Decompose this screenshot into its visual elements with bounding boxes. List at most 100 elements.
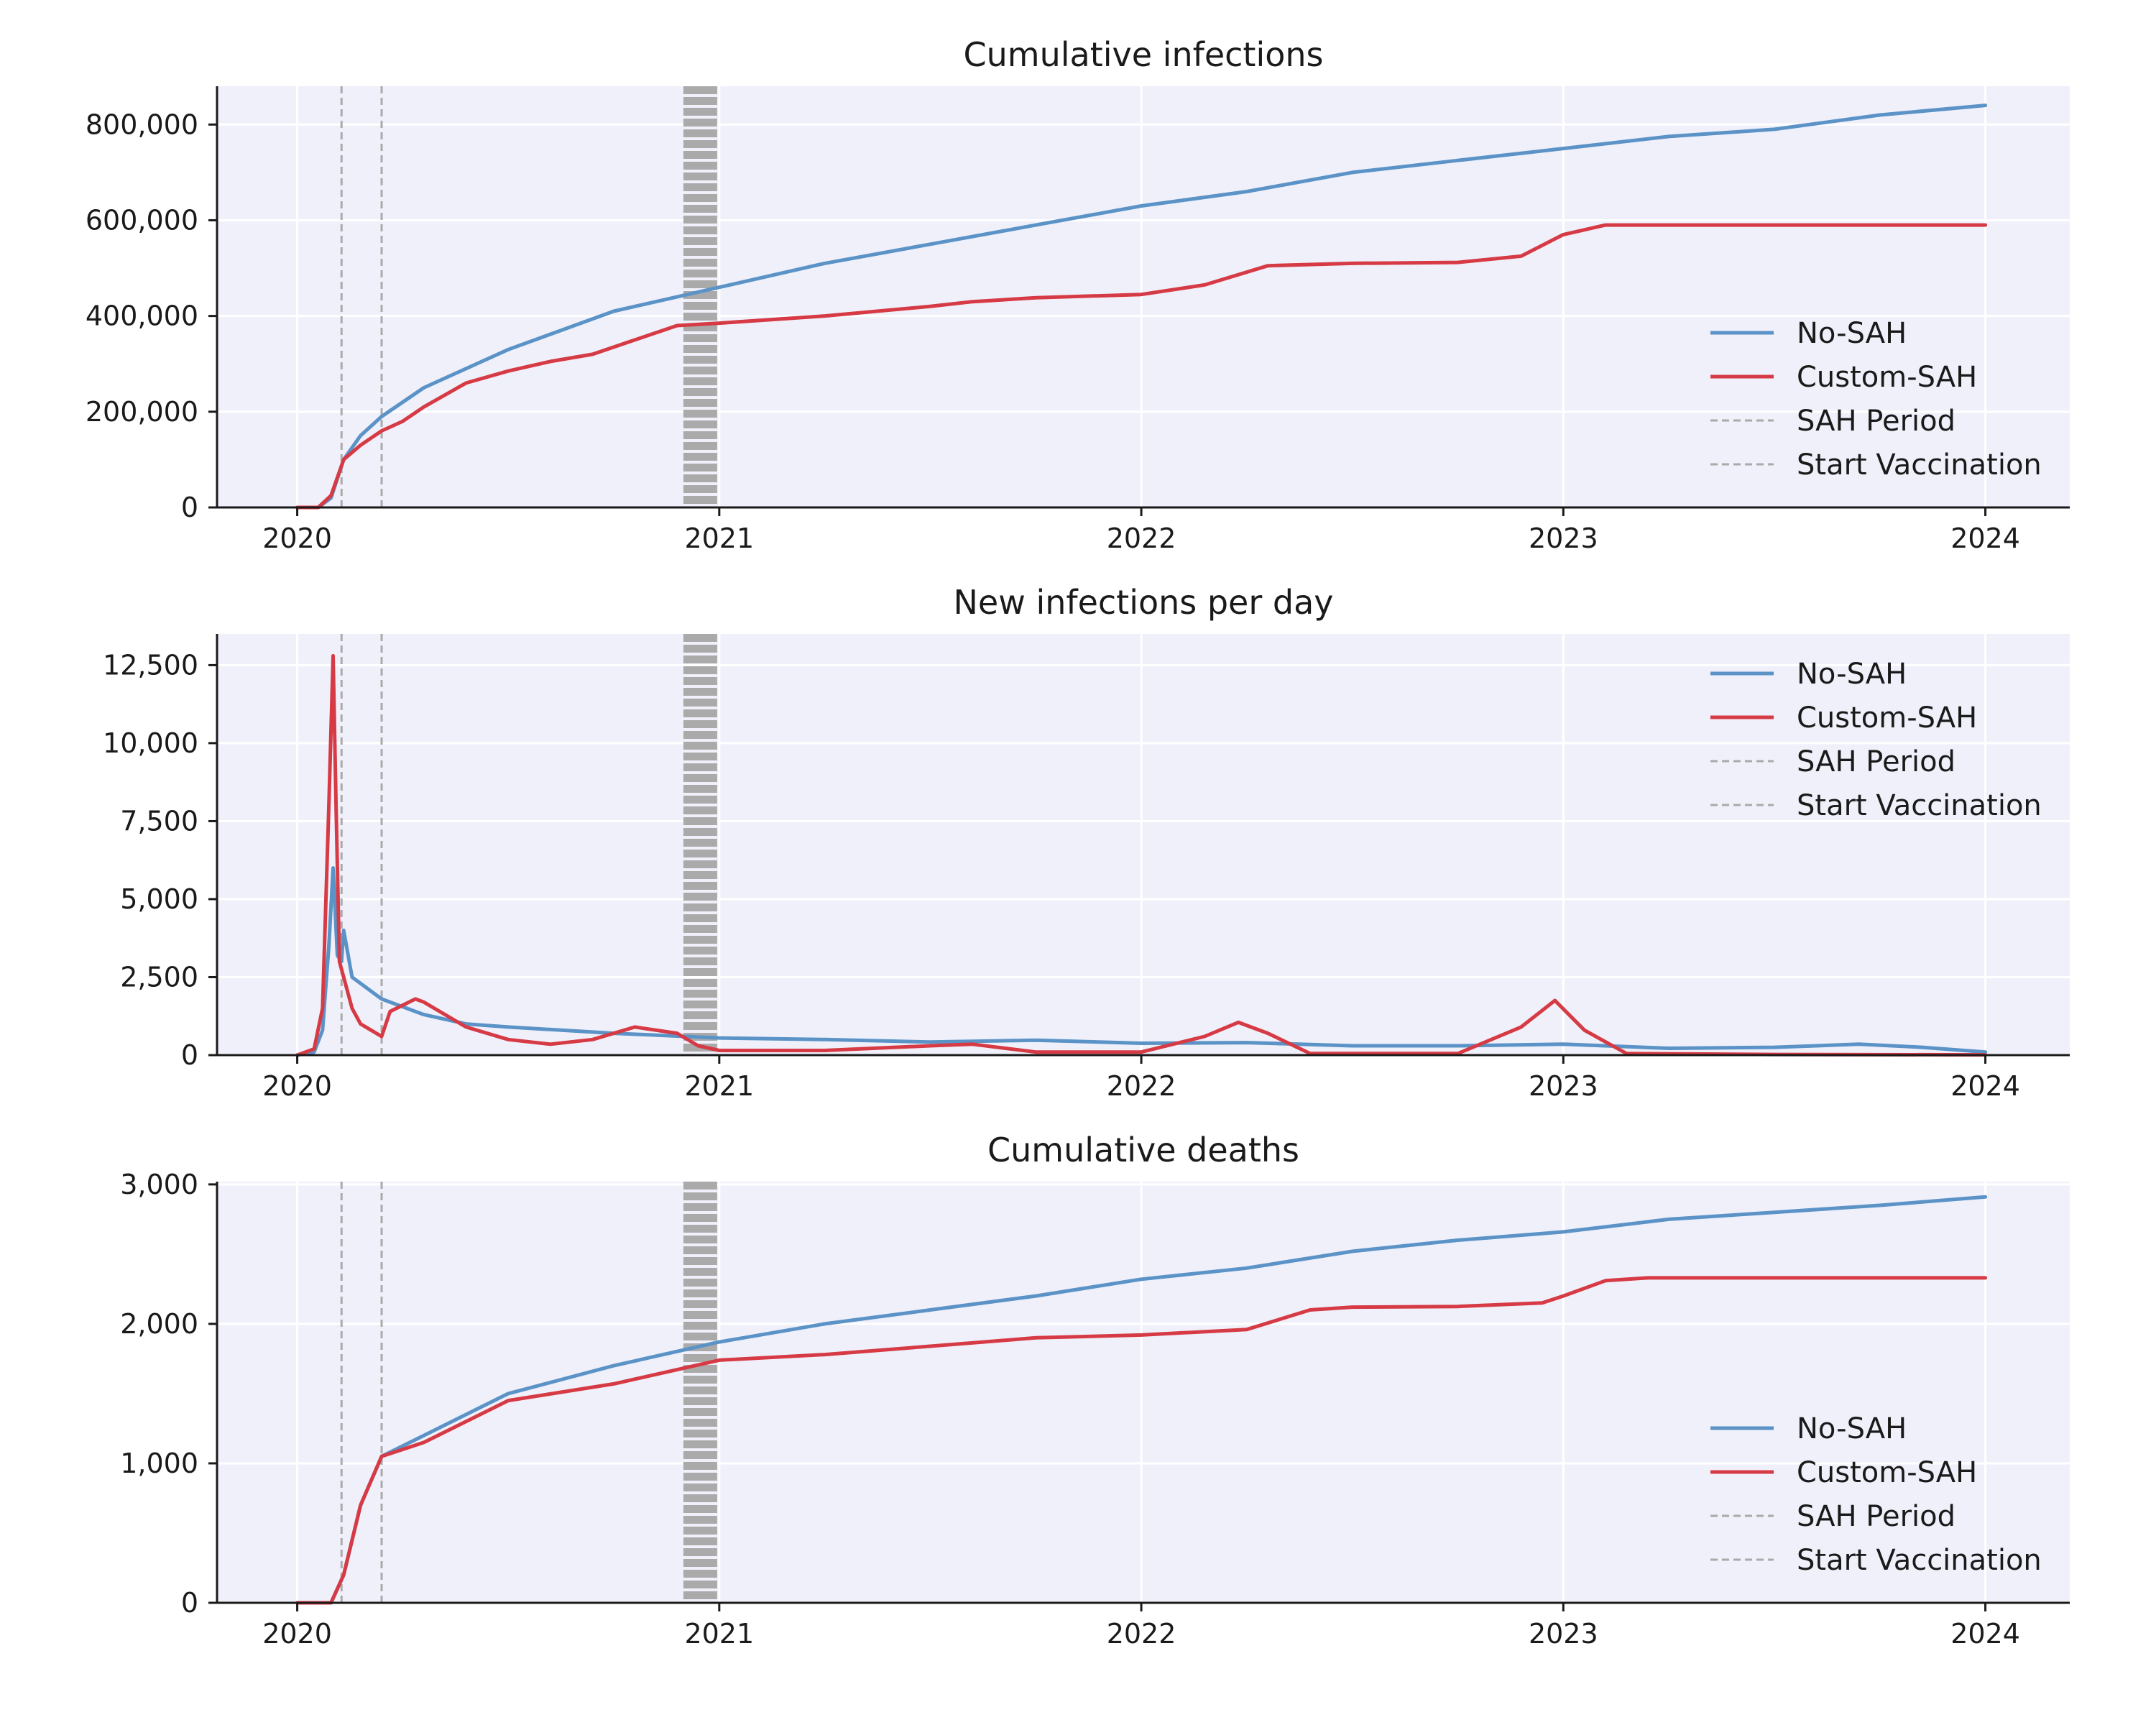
- vaccination-band-dash: [683, 688, 717, 696]
- vaccination-band-dash: [683, 882, 717, 890]
- vaccination-band-dash: [683, 1236, 717, 1243]
- legend-label: Custom-SAH: [1797, 1456, 1977, 1489]
- vaccination-band-dash: [683, 129, 717, 137]
- vaccination-band-dash: [683, 968, 717, 976]
- x-tick-label: 2020: [262, 523, 332, 554]
- vaccination-band-dash: [683, 1311, 717, 1319]
- x-tick-label: 2023: [1529, 523, 1598, 554]
- vaccination-band-dash: [683, 1397, 717, 1405]
- vaccination-band-dash: [683, 774, 717, 782]
- panel-2: 2020 2021 2022 2023 2024 0 2,500 5,000 7,500 10,0…: [103, 583, 2070, 1102]
- vaccination-band-dash: [683, 1473, 717, 1481]
- vaccination-band-dash: [683, 1527, 717, 1535]
- vaccination-band-dash: [683, 140, 717, 148]
- vaccination-band-dash: [683, 496, 717, 504]
- vaccination-band-dash: [683, 893, 717, 901]
- vaccination-band-dash: [683, 979, 717, 987]
- x-tick-label: 2022: [1107, 1070, 1176, 1102]
- legend-label: No-SAH: [1797, 1412, 1907, 1445]
- vaccination-band-dash: [683, 334, 717, 342]
- legend-label: Start Vaccination: [1797, 789, 2042, 822]
- vaccination-band-dash: [683, 1268, 717, 1276]
- vaccination-band-dash: [683, 1289, 717, 1297]
- series-line-custom-sah: [295, 653, 1988, 1057]
- vaccination-band-dash: [683, 1022, 717, 1030]
- vaccination-band-dash: [683, 666, 717, 674]
- vaccination-band-dash: [683, 742, 717, 750]
- y-tick-label: 0: [181, 492, 198, 523]
- vaccination-band-dash: [683, 1257, 717, 1265]
- vaccination-band-dash: [683, 1581, 717, 1588]
- vaccination-band-dash: [683, 720, 717, 728]
- plot-area: [217, 86, 2070, 507]
- y-tick-label: 0: [181, 1039, 198, 1071]
- panel-1: 2020 2021 2022 2023 2024 0 200,000 400,000 600,0…: [86, 35, 2070, 554]
- vaccination-band-dash: [683, 464, 717, 472]
- vaccination-band-dash: [683, 474, 717, 482]
- vaccination-band: [683, 86, 717, 507]
- vaccination-band-dash: [683, 485, 717, 493]
- legend-label: Start Vaccination: [1797, 448, 2042, 482]
- vaccination-band-dash: [683, 151, 717, 159]
- vaccination-band-dash: [683, 753, 717, 760]
- y-tick-label: 7,500: [120, 805, 198, 837]
- vaccination-band-dash: [683, 291, 717, 299]
- vaccination-band-dash: [683, 1570, 717, 1578]
- x-tick-label: 2021: [684, 1070, 754, 1102]
- vaccination-band-dash: [683, 871, 717, 879]
- legend: No-SAH Custom-SAH SAH Period Start Vaccinat…: [1710, 658, 2042, 822]
- chart-title: Cumulative infections: [964, 35, 1324, 74]
- vaccination-band-dash: [683, 1537, 717, 1545]
- vaccination-band-dash: [683, 313, 717, 321]
- vaccination-band-dash: [683, 677, 717, 685]
- y-tick-label: 0: [181, 1587, 198, 1619]
- vaccination-band-dash: [683, 1548, 717, 1556]
- vaccination-band-dash: [683, 205, 717, 213]
- chart-title: Cumulative deaths: [987, 1131, 1299, 1169]
- x-tick-label: 2022: [1107, 523, 1176, 554]
- vaccination-band-dash: [683, 1333, 717, 1340]
- legend: No-SAH Custom-SAH SAH Period Start Vaccinat…: [1710, 1412, 2042, 1577]
- vaccination-band-dash: [683, 656, 717, 663]
- vaccination-band-dash: [683, 990, 717, 998]
- legend-label: SAH Period: [1797, 405, 1955, 438]
- vaccination-band-dash: [683, 345, 717, 353]
- vaccination-band-dash: [683, 1246, 717, 1254]
- vaccination-band-dash: [683, 645, 717, 653]
- vaccination-band: [683, 1182, 717, 1603]
- y-tick-label: 2,000: [120, 1308, 198, 1340]
- series-line-no-sah: [295, 104, 1988, 510]
- vaccination-band-dash: [683, 420, 717, 428]
- legend: No-SAH Custom-SAH SAH Period Start Vaccinat…: [1710, 317, 2042, 482]
- plot-area: [217, 1182, 2070, 1603]
- vaccination-band-dash: [683, 226, 717, 234]
- vaccination-band-dash: [683, 280, 717, 288]
- vaccination-band-dash: [683, 1591, 717, 1599]
- vaccination-band-dash: [683, 216, 717, 224]
- x-tick-label: 2024: [1950, 523, 2020, 554]
- vaccination-band-dash: [683, 947, 717, 954]
- x-tick-label: 2020: [262, 1070, 332, 1102]
- vaccination-band-dash: [683, 1279, 717, 1287]
- vaccination-band-dash: [683, 119, 717, 126]
- vaccination-band-dash: [683, 806, 717, 814]
- vaccination-band-dash: [683, 1376, 717, 1384]
- vaccination-band-dash: [683, 1430, 717, 1438]
- vaccination-band-dash: [683, 1386, 717, 1394]
- vaccination-band-dash: [683, 1408, 717, 1416]
- vaccination-band-dash: [683, 1559, 717, 1567]
- vaccination-band-dash: [683, 172, 717, 180]
- vaccination-band-dash: [683, 1365, 717, 1373]
- vaccination-band-dash: [683, 957, 717, 965]
- vaccination-band-dash: [683, 1203, 717, 1211]
- x-tick-label: 2021: [684, 1618, 754, 1650]
- vaccination-band-dash: [683, 1000, 717, 1008]
- y-tick-label: 3,000: [120, 1169, 198, 1200]
- y-tick-label: 1,000: [120, 1448, 198, 1479]
- vaccination-band-dash: [683, 410, 717, 418]
- chart-title: New infections per day: [953, 583, 1333, 622]
- y-tick-label: 800,000: [86, 109, 198, 140]
- vaccination-band-dash: [683, 97, 717, 105]
- vaccination-band-dash: [683, 453, 717, 461]
- vaccination-band-dash: [683, 709, 717, 717]
